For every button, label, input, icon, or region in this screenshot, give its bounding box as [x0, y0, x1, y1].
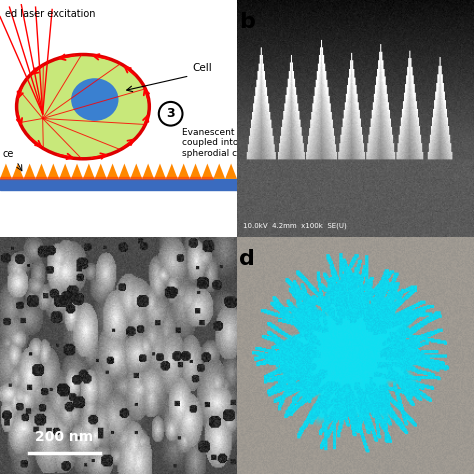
Polygon shape	[95, 164, 107, 179]
Polygon shape	[154, 164, 166, 179]
Text: b: b	[239, 12, 255, 32]
Text: d: d	[239, 249, 255, 269]
Text: 3: 3	[166, 107, 175, 120]
Bar	[0, 179, 237, 190]
Polygon shape	[142, 164, 154, 179]
Polygon shape	[190, 164, 201, 179]
Polygon shape	[225, 164, 237, 179]
Text: 200 nm: 200 nm	[35, 430, 93, 445]
Polygon shape	[12, 164, 24, 179]
Polygon shape	[213, 164, 225, 179]
Polygon shape	[36, 164, 47, 179]
Polygon shape	[130, 164, 142, 179]
Text: 10.0kV  4.2mm  x100k  SE(U): 10.0kV 4.2mm x100k SE(U)	[243, 222, 346, 229]
Ellipse shape	[17, 55, 149, 159]
Circle shape	[159, 102, 182, 126]
Text: ce: ce	[2, 149, 14, 159]
Text: Evanescent field
coupled into
spherodial cells: Evanescent field coupled into spherodial…	[182, 128, 258, 158]
Polygon shape	[47, 164, 59, 179]
Polygon shape	[0, 164, 12, 179]
Polygon shape	[71, 164, 83, 179]
Polygon shape	[107, 164, 118, 179]
Ellipse shape	[71, 78, 118, 121]
Text: ed laser excitation: ed laser excitation	[5, 9, 95, 19]
Polygon shape	[24, 164, 36, 179]
Polygon shape	[59, 164, 71, 179]
Text: Cell: Cell	[192, 64, 212, 73]
Polygon shape	[166, 164, 178, 179]
Polygon shape	[83, 164, 95, 179]
Polygon shape	[201, 164, 213, 179]
Polygon shape	[178, 164, 190, 179]
Polygon shape	[118, 164, 130, 179]
